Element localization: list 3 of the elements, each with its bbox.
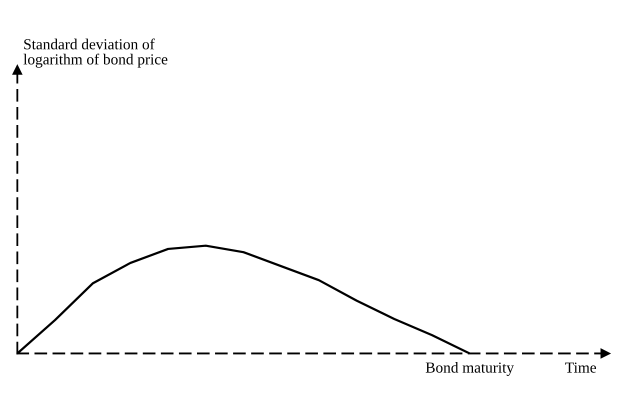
text: Bond maturity: [426, 362, 514, 376]
text: Standard deviation of logarithm of bond price: [24, 38, 168, 68]
text: Time: [565, 362, 596, 373]
